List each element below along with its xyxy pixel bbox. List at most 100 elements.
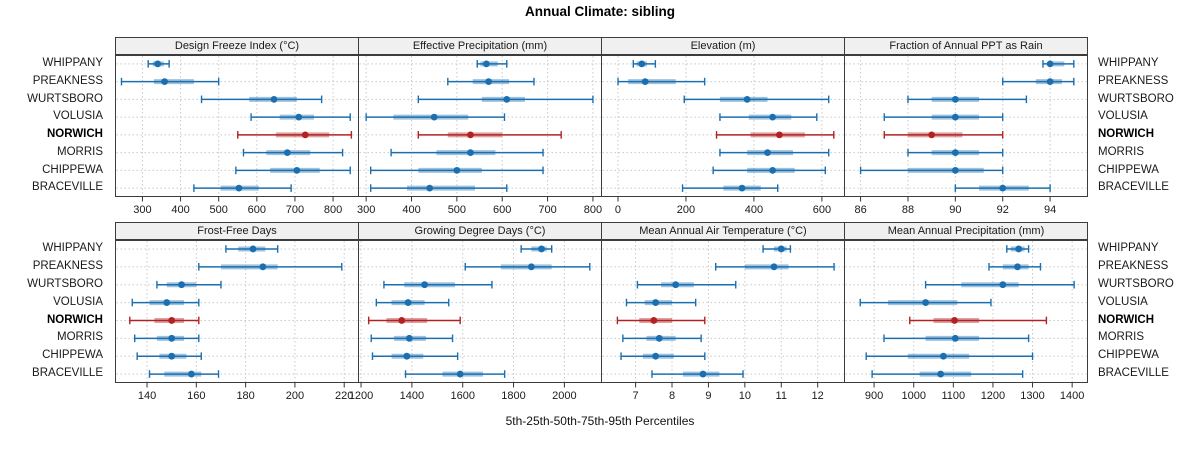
panel-strip-title: Frost-Free Days	[197, 225, 277, 237]
median-dot	[467, 131, 474, 139]
axis-tick-label: 200	[677, 204, 695, 216]
median-dot	[163, 299, 171, 306]
station-label-braceville: BRACEVILLE	[1098, 367, 1169, 380]
median-dot	[641, 78, 649, 86]
series-whippany	[1042, 60, 1075, 68]
station-label-preakness: PREAKNESS	[32, 259, 103, 272]
series-volusia	[250, 113, 351, 121]
median-dot	[951, 149, 959, 157]
station-label-morris: MORRIS	[57, 331, 103, 344]
series-preakness	[988, 263, 1042, 271]
median-dot	[1046, 60, 1054, 68]
axis-tick-label: 700	[538, 204, 556, 216]
series-chippewa	[620, 352, 706, 360]
series-wurtsboro	[383, 280, 493, 289]
series-morris	[883, 334, 1030, 343]
panel-strip-title: Mean Annual Air Temperature (°C)	[639, 225, 807, 237]
median-dot	[951, 166, 959, 174]
station-label-braceville: BRACEVILLE	[32, 181, 103, 194]
series-morris	[134, 334, 200, 343]
median-dot	[770, 263, 778, 271]
median-dot	[188, 370, 195, 378]
median-dot	[430, 113, 438, 121]
station-label-volusia: VOLUSIA	[1098, 295, 1148, 308]
median-dot	[178, 281, 185, 289]
axis-tick-label: 94	[1044, 204, 1056, 216]
panel-border	[601, 240, 845, 383]
median-dot	[235, 184, 243, 192]
panel-strip-title: Mean Annual Precipitation (mm)	[887, 225, 1045, 237]
station-label-morris: MORRIS	[1098, 145, 1144, 158]
series-norwich	[616, 316, 706, 325]
median-dot	[1015, 245, 1023, 253]
series-preakness	[120, 77, 220, 86]
axis-tick-label: 600	[493, 204, 511, 216]
series-chippewa	[136, 352, 202, 360]
axis-tick-label: 92	[997, 204, 1009, 216]
series-chippewa	[371, 352, 459, 360]
median-dot	[928, 131, 936, 139]
axis-tick-label: 700	[286, 204, 304, 216]
axis-tick-label: 800	[584, 204, 602, 216]
median-dot	[951, 334, 959, 342]
series-norwich	[883, 131, 1004, 139]
series-wurtsboro	[924, 280, 1075, 289]
panel-strip: Effective Precipitation (mm)	[358, 37, 602, 55]
axis-tick-label: 7	[633, 390, 639, 402]
panel-border	[115, 55, 359, 197]
median-dot	[538, 245, 545, 253]
median-dot	[398, 317, 406, 324]
series-norwich	[715, 131, 835, 139]
series-volusia	[883, 113, 1004, 121]
axis-tick-label: 1600	[450, 390, 474, 402]
axis-tick-label: 1400	[400, 390, 424, 402]
station-label-volusia: VOLUSIA	[1098, 110, 1148, 123]
median-dot	[168, 334, 176, 342]
x-axis: 7 8 9 10 11 12	[633, 383, 824, 402]
axis-tick-label: 1200	[981, 390, 1005, 402]
panel-border	[844, 55, 1088, 197]
median-dot	[776, 131, 783, 139]
series-volusia	[719, 113, 818, 121]
series-braceville	[148, 370, 220, 378]
series-braceville	[871, 370, 1024, 378]
station-labels-right-row0: WHIPPANY PREAKNESS WURTSBORO VOLUSIA NORWICH…	[1091, 55, 1196, 197]
panel-strip: Fraction of Annual PPT as Rain	[844, 37, 1088, 55]
median-dot	[769, 166, 777, 174]
series-preakness	[198, 263, 343, 271]
station-label-chippewa: CHIPPEWA	[1098, 349, 1159, 362]
panel-strip: Mean Annual Air Temperature (°C)	[601, 222, 845, 240]
series-chippewa	[859, 166, 1004, 175]
panel-border	[358, 55, 602, 197]
axis-tick-label: 400	[171, 204, 189, 216]
series-whippany	[1006, 245, 1030, 253]
median-dot	[295, 113, 303, 121]
median-dot	[503, 95, 511, 103]
median-dot	[743, 95, 751, 103]
axis-tick-label: 180	[236, 390, 254, 402]
median-dot	[527, 263, 535, 271]
panel-plot-svg: 1200 1400 1600 1800 2000	[349, 240, 602, 402]
axis-tick-label: 160	[187, 390, 205, 402]
x-axis: 300 400 500 600 700 800	[357, 197, 602, 216]
series-chippewa	[235, 166, 351, 175]
median-dot	[168, 352, 176, 360]
series-whippany	[147, 60, 170, 68]
median-dot	[259, 263, 267, 271]
axis-tick-label: 1300	[1020, 390, 1044, 402]
axis-tick-label: 10	[739, 390, 751, 402]
station-label-norwich: NORWICH	[46, 313, 103, 326]
station-labels-right-row1: WHIPPANY PREAKNESS WURTSBORO VOLUSIA NORWICH…	[1091, 240, 1196, 383]
axis-tick-label: 500	[210, 204, 228, 216]
x-axis: 900 1000 1100 1200 1300 1400	[865, 383, 1084, 402]
panel-plot-svg: 140 160 180 200 220	[115, 240, 359, 402]
axis-tick-label: 140	[138, 390, 156, 402]
x-axis: 0 200 400 600	[615, 197, 831, 216]
panel-strip-title: Fraction of Annual PPT as Rain	[889, 40, 1043, 52]
panel-plot-svg: 900 1000 1100 1200 1300 1400	[844, 240, 1088, 402]
axis-tick-label: 400	[402, 204, 420, 216]
series-whippany	[520, 245, 553, 253]
axis-tick-label: 0	[615, 204, 621, 216]
station-labels-left-row0: WHIPPANY PREAKNESS WURTSBORO VOLUSIA NORWICH…	[0, 55, 109, 197]
series-preakness	[617, 77, 706, 86]
